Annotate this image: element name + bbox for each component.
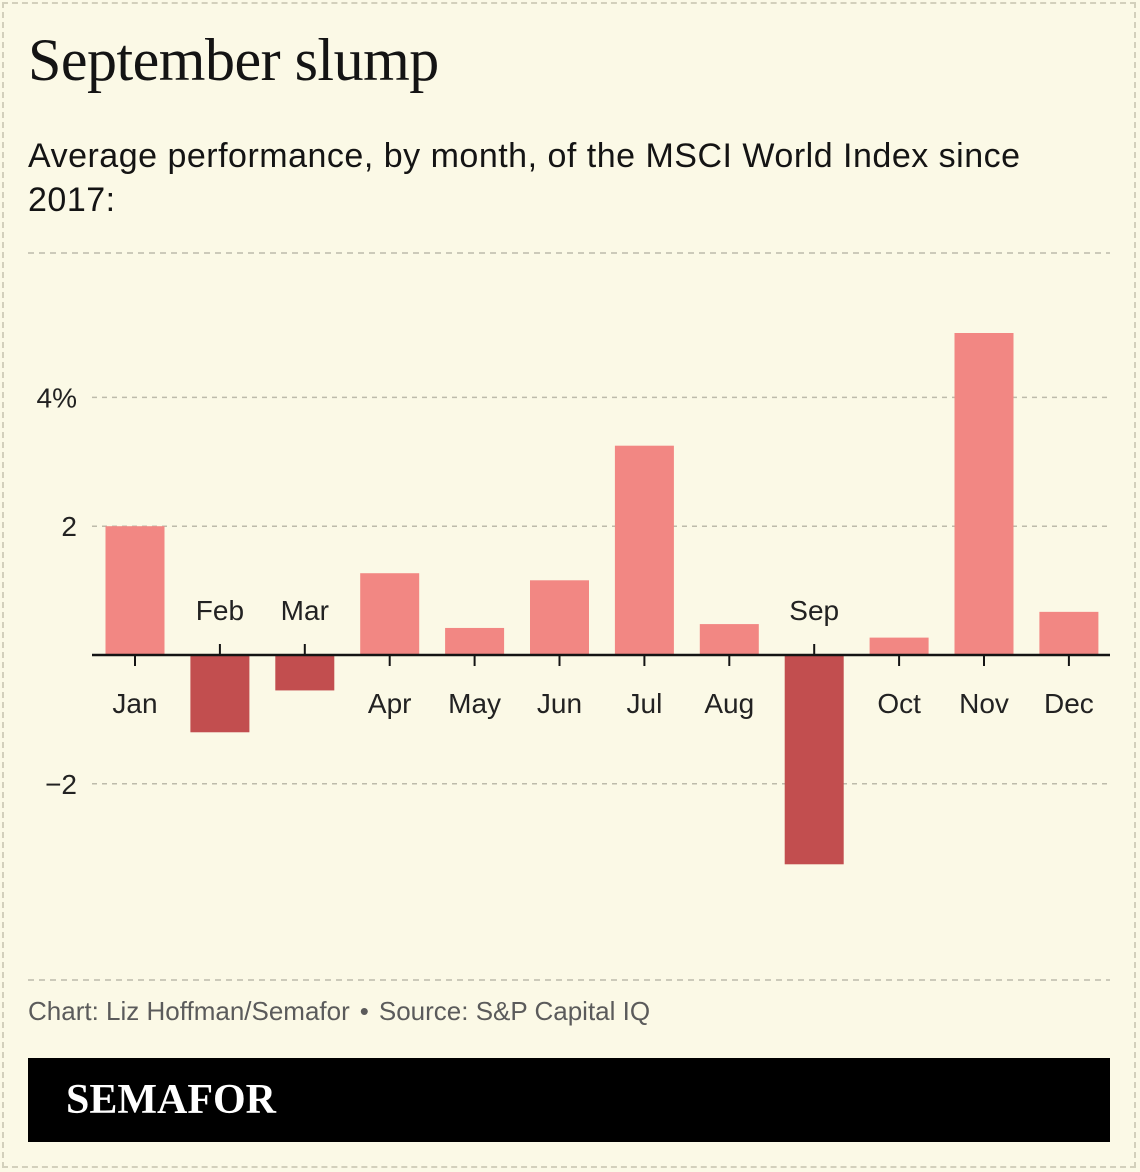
bar-sep — [784, 655, 844, 865]
y-tick-label: 4% — [37, 382, 77, 413]
x-tick-label: Mar — [281, 595, 329, 626]
x-tick-label: Jun — [537, 688, 582, 719]
chart-subtitle: Average performance, by month, of the MS… — [28, 137, 1021, 219]
x-tick-label: Dec — [1044, 688, 1094, 719]
x-tick-label: Aug — [704, 688, 754, 719]
bar-jun — [530, 580, 589, 655]
x-tick-label: Sep — [789, 595, 839, 626]
brand-bar: SEMAFOR — [28, 1058, 1110, 1142]
bar-aug — [699, 624, 759, 655]
bar-dec — [1039, 611, 1099, 655]
y-tick-label: −2 — [45, 769, 77, 800]
x-tick-label: Feb — [196, 595, 244, 626]
x-tick-label: Apr — [368, 688, 412, 719]
bar-chart: −2 2 4% Jan Feb Mar Apr May Jun Jul Aug Sep Oct Nov De… — [28, 252, 1110, 981]
bar-apr — [360, 573, 420, 655]
x-tick-label: Nov — [959, 688, 1009, 719]
chart-source: Source: S&P Capital IQ — [378, 996, 651, 1026]
bar-may — [445, 627, 505, 655]
x-tick-label: May — [448, 688, 501, 719]
x-tick-label: Jan — [112, 688, 157, 719]
bar-jan — [105, 526, 165, 655]
x-tick-label: Jul — [627, 688, 663, 719]
bar-nov — [954, 333, 1014, 655]
bar-oct — [869, 637, 929, 655]
brand-logo: SEMAFOR — [66, 1077, 276, 1123]
chart-title: September slump — [28, 27, 439, 93]
bar-mar — [275, 655, 335, 691]
x-tick-label: Oct — [877, 688, 921, 719]
chart-credit: Chart: Liz Hoffman/Semafor — [28, 996, 350, 1026]
bar-jul — [614, 445, 674, 655]
bar-feb — [190, 655, 250, 733]
y-tick-label: 2 — [61, 511, 77, 542]
chart-footer: Chart: Liz Hoffman/Semafor • Source: S&P C… — [28, 996, 650, 1027]
footer-separator: • — [359, 996, 369, 1026]
